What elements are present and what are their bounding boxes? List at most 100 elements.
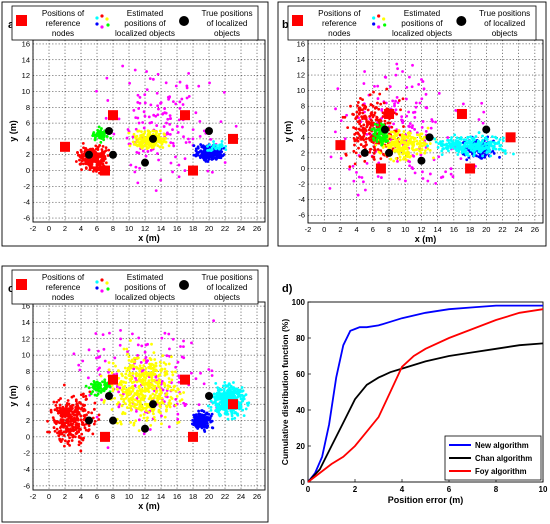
estimated-point <box>152 412 155 416</box>
estimated-point <box>65 402 69 405</box>
estimated-point <box>86 162 90 166</box>
estimated-point <box>95 415 99 419</box>
true-position <box>425 133 434 142</box>
grid <box>307 40 543 223</box>
estimated-point <box>119 422 123 426</box>
estimated-point <box>132 405 136 408</box>
estimated-point <box>379 140 383 144</box>
estimated-point <box>353 143 356 147</box>
estimated-point <box>146 150 150 153</box>
estimated-point <box>197 424 201 428</box>
y-axis-label: Cumulative distribution function (%) <box>280 319 290 466</box>
estimated-point <box>124 381 128 384</box>
estimated-point <box>174 365 178 369</box>
estimated-point <box>71 411 75 415</box>
legend-frame <box>287 5 537 41</box>
estimated-point <box>357 146 360 150</box>
estimated-point <box>153 393 157 397</box>
estimated-point <box>406 150 410 154</box>
estimated-point <box>222 91 226 94</box>
estimated-point <box>394 133 398 137</box>
legend-estimate-dot <box>100 25 104 29</box>
true-position <box>385 148 394 157</box>
estimated-point <box>218 401 222 404</box>
estimated-point <box>379 137 383 141</box>
estimated-point <box>122 347 126 351</box>
x-tick-label: 2 <box>353 485 358 494</box>
estimated-point <box>177 175 181 179</box>
estimated-point <box>410 135 414 139</box>
estimated-point <box>379 119 383 123</box>
estimated-point <box>79 414 83 418</box>
estimated-point <box>404 158 408 162</box>
estimated-point <box>138 369 142 373</box>
estimated-point <box>124 390 128 394</box>
estimated-point <box>200 153 204 157</box>
estimated-point <box>92 407 96 411</box>
estimated-point <box>102 138 106 142</box>
estimated-point <box>129 420 133 424</box>
estimated-point <box>429 126 433 130</box>
estimated-point <box>156 152 159 155</box>
estimated-point <box>391 130 395 134</box>
estimated-point <box>83 426 87 430</box>
estimated-point <box>214 403 218 407</box>
legend-label-true: True positions <box>201 273 252 282</box>
estimated-point <box>136 181 140 185</box>
estimated-point <box>423 135 427 139</box>
estimated-point <box>220 142 224 146</box>
estimated-point <box>469 142 473 146</box>
panel-a: -2 0 2 4 6 8 10 12 14 16 18 20 22 24 26-6-4-2024681012… <box>1 1 269 247</box>
estimated-point <box>386 121 390 125</box>
estimated-point <box>132 108 136 112</box>
estimated-point <box>157 374 160 378</box>
x-tick-label: 14 <box>433 225 441 234</box>
true-position <box>141 424 149 433</box>
estimated-point <box>356 101 360 104</box>
estimated-point <box>61 438 64 441</box>
estimated-point <box>359 97 362 100</box>
estimated-point <box>167 96 171 99</box>
estimated-point <box>244 393 248 397</box>
estimated-point <box>419 153 423 157</box>
legend-true-marker <box>456 16 467 26</box>
reference-node <box>335 140 346 151</box>
estimated-point <box>77 443 81 447</box>
estimated-point <box>152 351 156 355</box>
estimated-point <box>88 164 92 168</box>
estimated-point <box>116 421 119 425</box>
estimated-point <box>167 144 171 148</box>
estimated-point <box>111 361 115 365</box>
estimated-point <box>405 147 409 151</box>
estimated-point <box>422 87 426 91</box>
estimated-point <box>127 386 131 390</box>
estimated-point <box>409 131 412 135</box>
estimated-point <box>184 402 188 406</box>
estimated-point <box>369 121 372 125</box>
estimated-point <box>117 405 121 409</box>
estimated-point <box>96 131 100 134</box>
estimated-point <box>339 157 343 160</box>
estimated-point <box>75 402 79 406</box>
estimated-point <box>217 156 221 160</box>
x-tick-label: 24 <box>237 492 245 501</box>
estimated-point <box>198 134 202 138</box>
estimated-point <box>158 397 162 401</box>
estimated-point <box>82 152 86 156</box>
estimated-point <box>150 342 153 346</box>
estimated-point <box>79 428 82 431</box>
estimated-point <box>122 380 126 384</box>
estimated-point <box>383 119 387 123</box>
true-position <box>109 150 117 159</box>
estimated-point <box>177 118 181 122</box>
estimated-point <box>477 131 481 134</box>
estimated-point <box>202 154 206 157</box>
y-tick-label: 8 <box>26 367 30 376</box>
estimated-point <box>470 136 474 140</box>
estimated-point <box>397 143 401 147</box>
estimated-point <box>226 389 229 393</box>
estimated-point <box>55 406 59 410</box>
estimated-point <box>168 385 172 388</box>
x-tick-label: 6 <box>95 224 99 233</box>
estimated-point <box>116 369 120 372</box>
